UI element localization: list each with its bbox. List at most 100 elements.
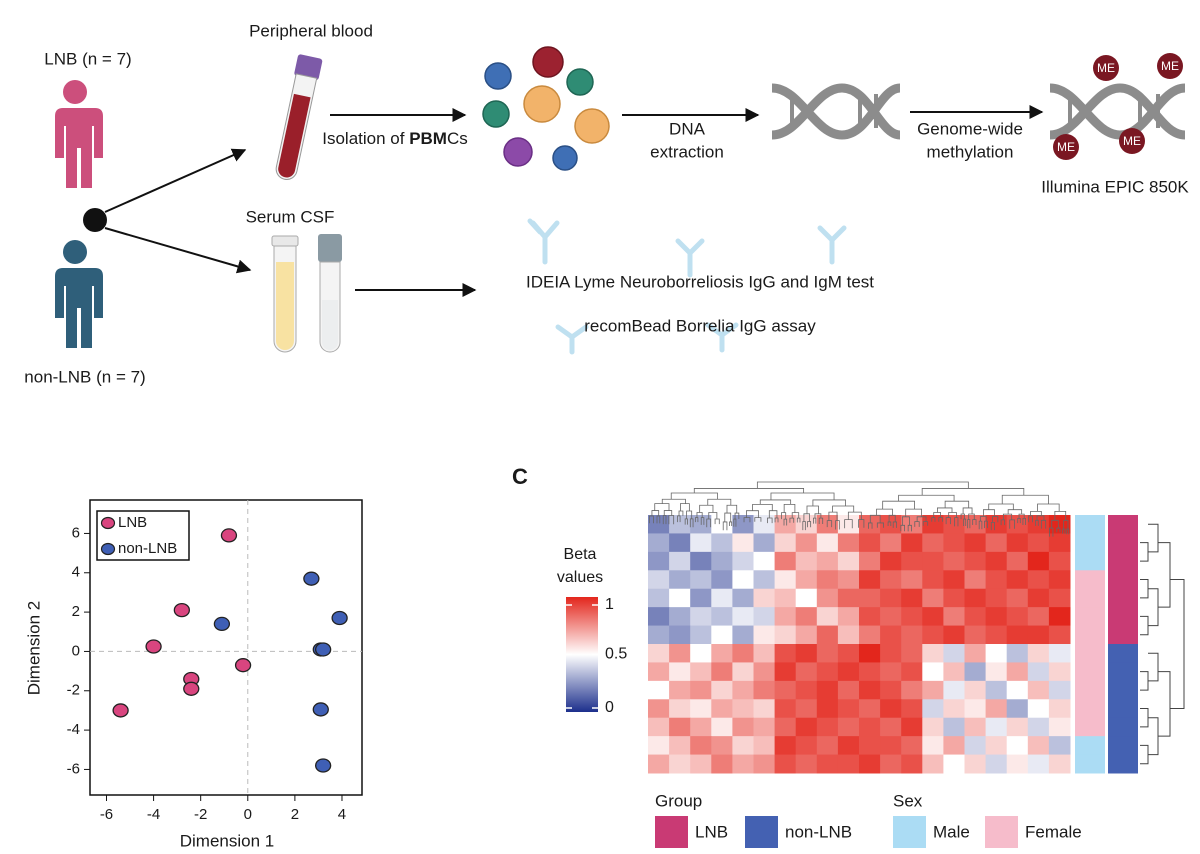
heat-cell [795,644,818,663]
heat-cell [859,736,881,756]
x-tick-label: -4 [147,806,160,823]
heat-cell [732,662,754,682]
heat-cell [732,680,754,700]
heat-cell [774,570,797,590]
heat-cell [753,754,776,774]
heat-cell [753,625,776,645]
heat-cell [1006,570,1029,590]
heat-cell [1027,662,1050,682]
heat-cell [901,736,923,756]
heat-cell [837,644,860,663]
sex-annotation [1075,699,1105,719]
heat-cell [669,533,691,553]
group-annotation [1108,625,1138,645]
heat-cell [901,607,923,627]
heat-cell [880,625,902,645]
heat-cell [774,754,797,774]
heat-cell [690,588,712,608]
sex-annotation [1075,533,1105,553]
y-tick-label: 0 [72,642,80,659]
point [145,639,162,654]
heat-cell [922,736,944,756]
isolation-label: Isolation of PBMCs [322,129,468,148]
heat-cell [943,644,965,663]
heat-cell [816,699,839,719]
heat-cell [1006,644,1029,663]
sex-annotation [1075,662,1105,682]
heat-cell [753,644,776,663]
heat-cell [648,754,670,774]
genome-wide: methylation [927,142,1014,161]
heat-cell [669,570,691,590]
sex-annotation [1075,588,1105,608]
dna-helix [771,83,901,140]
group-annotation [1108,736,1138,756]
heat-cell [690,551,712,571]
heat-cell [690,680,712,700]
ideia-label: IDEIA Lyme Neuroborreliosis IgG and IgM … [526,272,874,291]
heat-cell [859,588,881,608]
genome-wide: Genome-wide [917,119,1023,138]
heat-cell [964,533,987,553]
sex-annotation [1075,570,1105,590]
heat-cell [648,717,670,737]
heat-cell [795,625,818,645]
tubes [271,234,342,353]
heat-cell [795,570,818,590]
heat-cell [922,533,944,553]
heat-cell [901,680,923,700]
heat-cell [753,699,776,719]
heat-cell [1027,754,1050,774]
heat-cell [711,570,733,590]
heat-cell [985,644,1008,663]
heat-cell [774,736,797,756]
heat-cell [922,570,944,590]
sex-annotation [1075,680,1105,700]
heat-cell [837,515,860,534]
heat-cell [880,551,902,571]
heat-cell [943,717,965,737]
heat-cell [648,551,670,571]
heat-cell [669,625,691,645]
heat-cell [1048,588,1071,608]
heat-cell [648,570,670,590]
heat-cell [964,699,987,719]
heat-cell [859,680,881,700]
heat-cell [753,551,776,571]
heat-cell [859,515,881,534]
heat-cell [1006,551,1029,571]
heat-cell [901,644,923,663]
sex-annotation [1075,625,1105,645]
group-annotation [1108,717,1138,737]
me-label: ME [1123,134,1141,148]
heat-cell [859,570,881,590]
heat-cell [711,533,733,553]
heat-cell [1006,680,1029,700]
heat-cell [774,515,797,534]
heat-cell [711,754,733,774]
point [314,642,332,657]
heat-cell [964,754,987,774]
point [112,703,129,718]
heat-cell [795,607,818,627]
heat-cell [753,736,776,756]
y-axis-label: Dimension 2 [24,601,43,696]
group-annotation [1108,533,1138,553]
heat-cell [1027,607,1050,627]
heat-cell [837,551,860,571]
heat-cell [1048,754,1071,774]
heat-cell [795,736,818,756]
heat-cell [943,680,965,700]
plot-frame [89,499,363,796]
heat-cell [1048,607,1071,627]
heat-cell [711,736,733,756]
heat-cell [753,533,776,553]
heat-cell [795,551,818,571]
y-tick-label: -4 [67,721,80,738]
heat-cell [753,588,776,608]
heat-cell [648,644,670,663]
heat-cell [964,680,987,700]
heat-cell [648,607,670,627]
sex-annotation [1075,551,1105,571]
point [183,681,200,696]
